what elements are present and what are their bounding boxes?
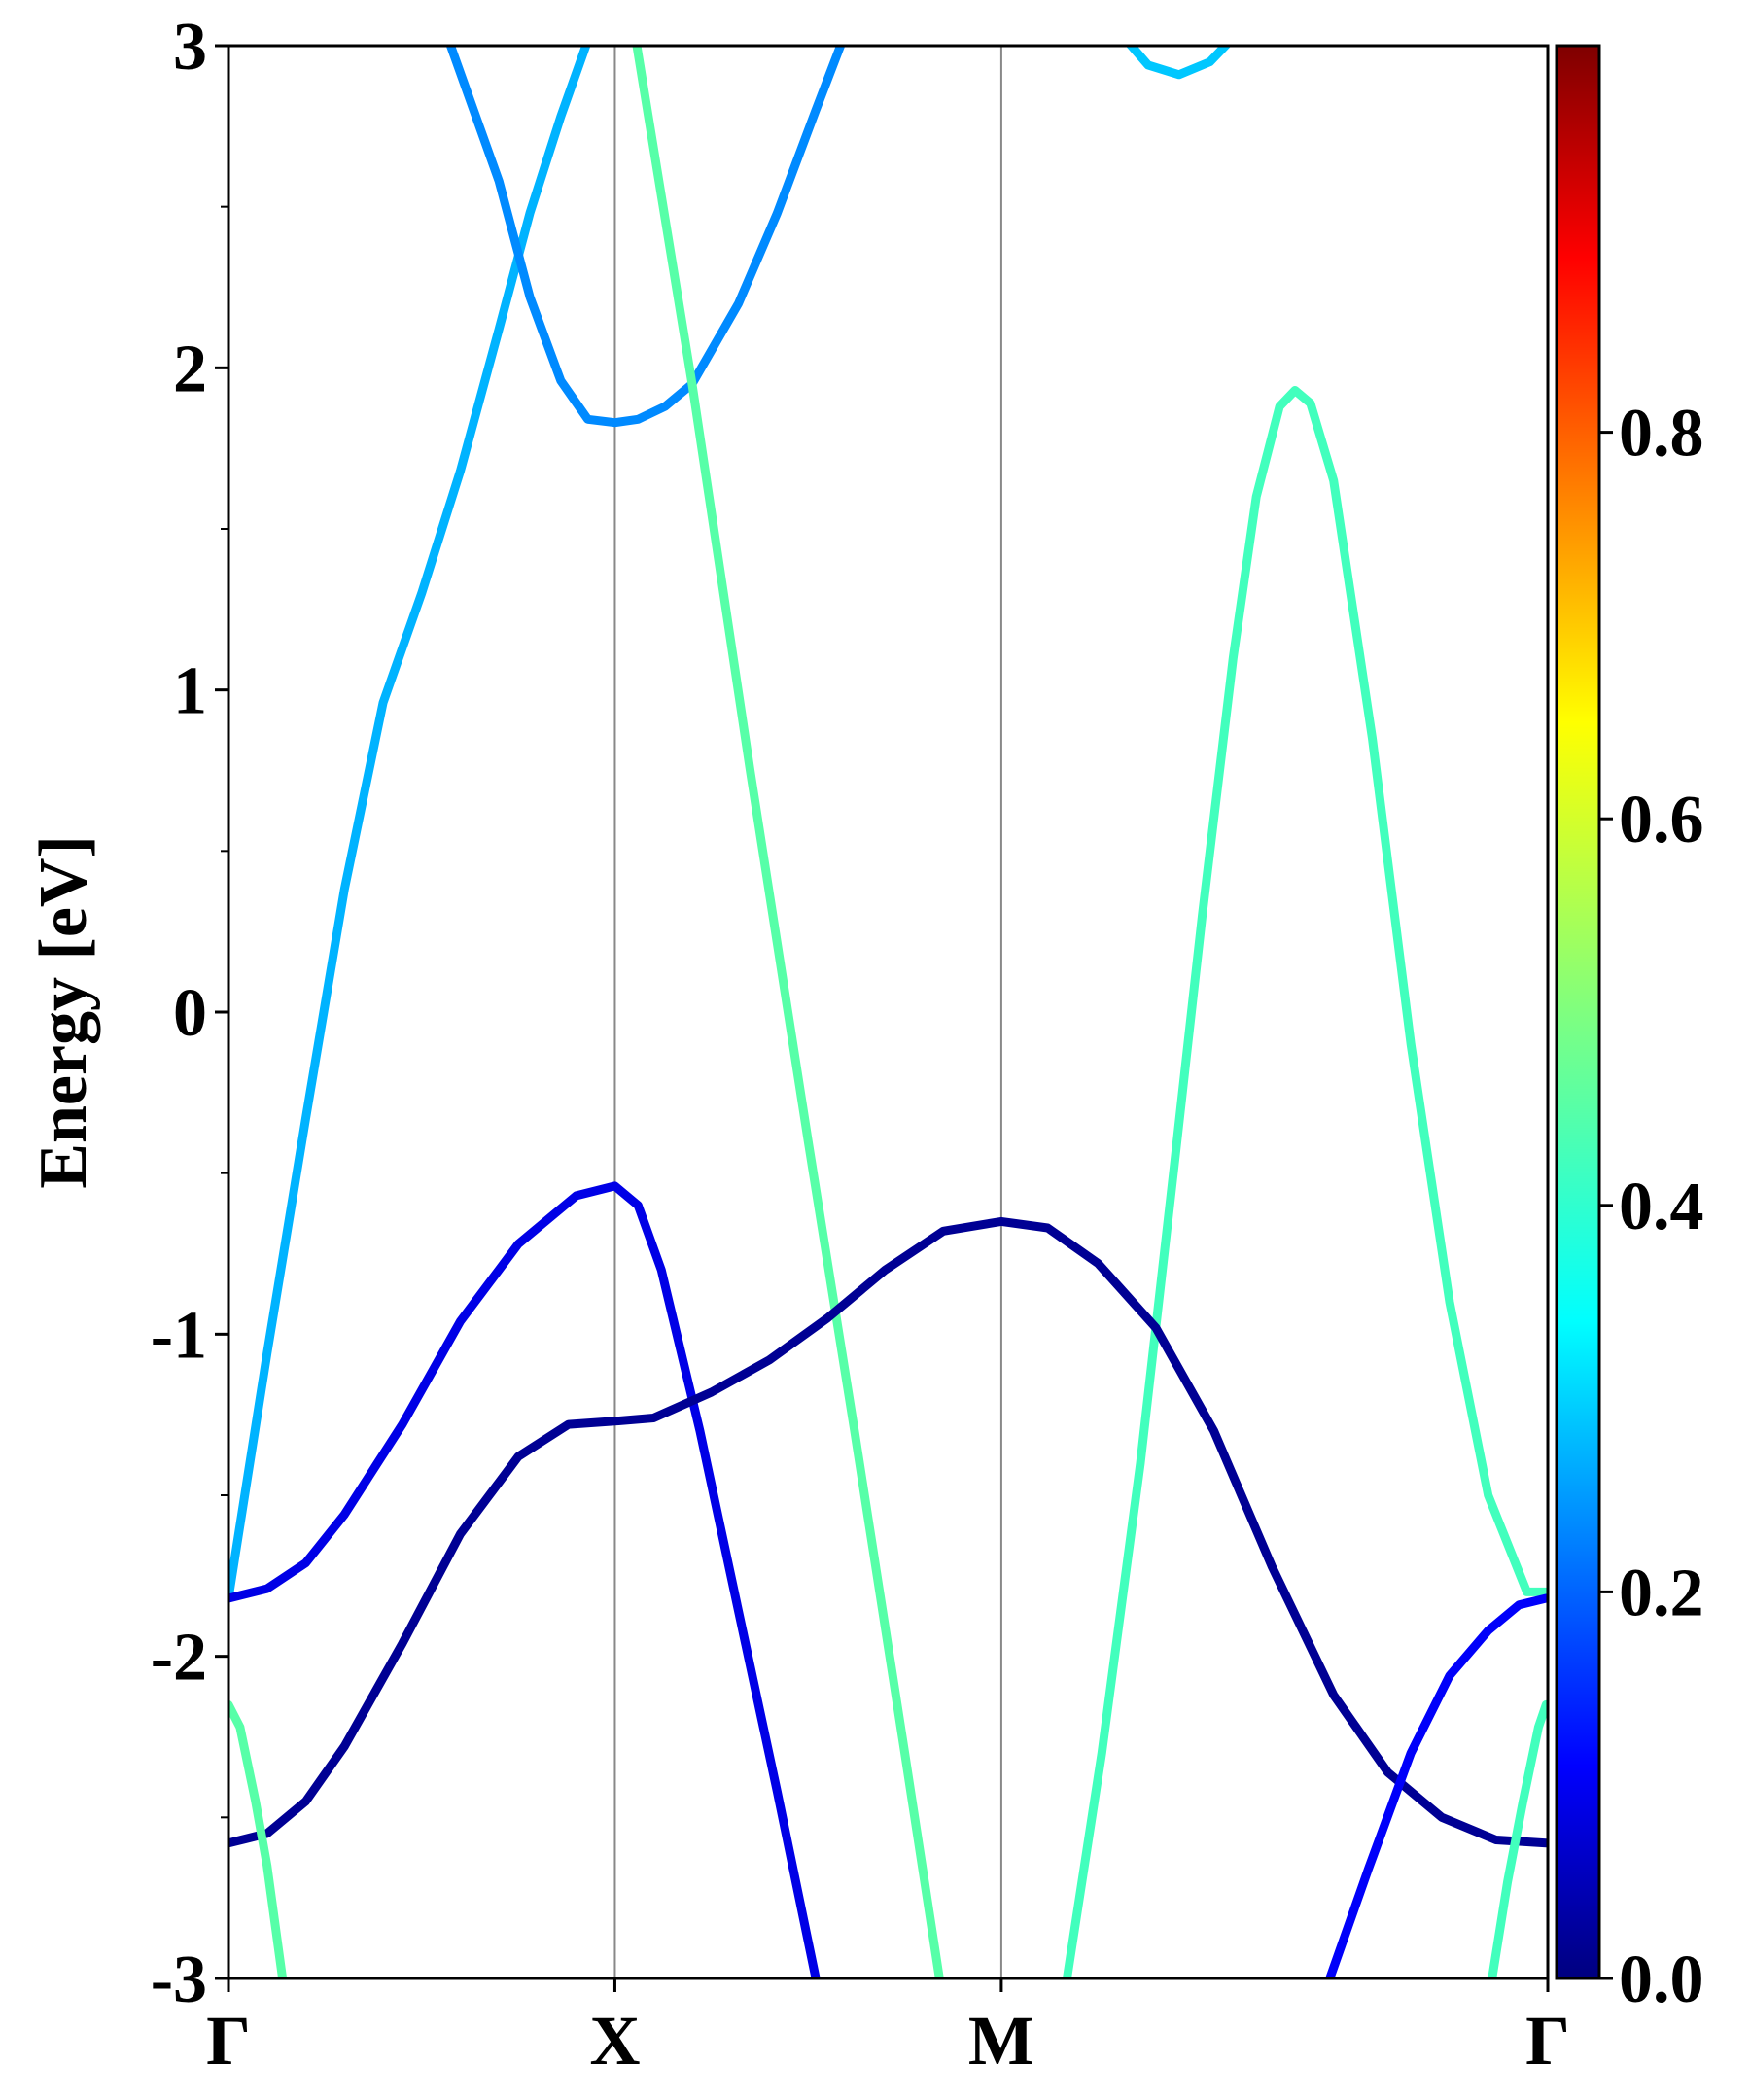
x-tick-label: Γ <box>1525 2002 1570 2080</box>
x-tick-label: Γ <box>206 2002 251 2080</box>
y-tick-label: -2 <box>151 1621 207 1696</box>
colorbar-tick-label: 0.0 <box>1619 1942 1704 2017</box>
band-7 <box>1325 1593 1548 1978</box>
band-9 <box>1488 1699 1548 1978</box>
colorbar-tick-label: 0.8 <box>1619 397 1704 472</box>
colorbar <box>1555 44 1601 1980</box>
y-tick-label: 3 <box>173 10 207 85</box>
y-tick-label: -3 <box>151 1942 207 2017</box>
y-tick-label: -1 <box>151 1298 207 1373</box>
bands <box>228 46 1548 1978</box>
y-axis-label: Energy [eV] <box>26 835 101 1189</box>
colorbar-tick-label: 0.6 <box>1619 783 1704 858</box>
colorbar-tick-label: 0.2 <box>1619 1556 1704 1630</box>
band-0 <box>228 46 591 1603</box>
band-5 <box>228 1181 821 1978</box>
plot-frame <box>227 44 1550 1980</box>
y-tick-label: 1 <box>173 654 207 729</box>
band-6 <box>228 1216 1548 1848</box>
band-3 <box>1125 46 1232 80</box>
x-tick-label: X <box>589 2002 640 2080</box>
colorbar-tick-label: 0.4 <box>1619 1170 1704 1244</box>
band-1 <box>445 46 846 428</box>
y-tick-label: 2 <box>173 332 207 406</box>
colorbar-ticks: 0.0 0.2 0.4 0.6 0.8 <box>1599 397 1704 2017</box>
high-symmetry-lines <box>613 46 1002 1978</box>
band-8 <box>228 1699 288 1978</box>
y-tick-label: 0 <box>173 976 207 1051</box>
band-2 <box>632 46 944 1978</box>
y-axis-ticks: -3 -2 -1 0 1 2 3 <box>151 10 228 2017</box>
x-tick-label: M <box>968 2002 1034 2080</box>
band-4 <box>1063 386 1548 1978</box>
